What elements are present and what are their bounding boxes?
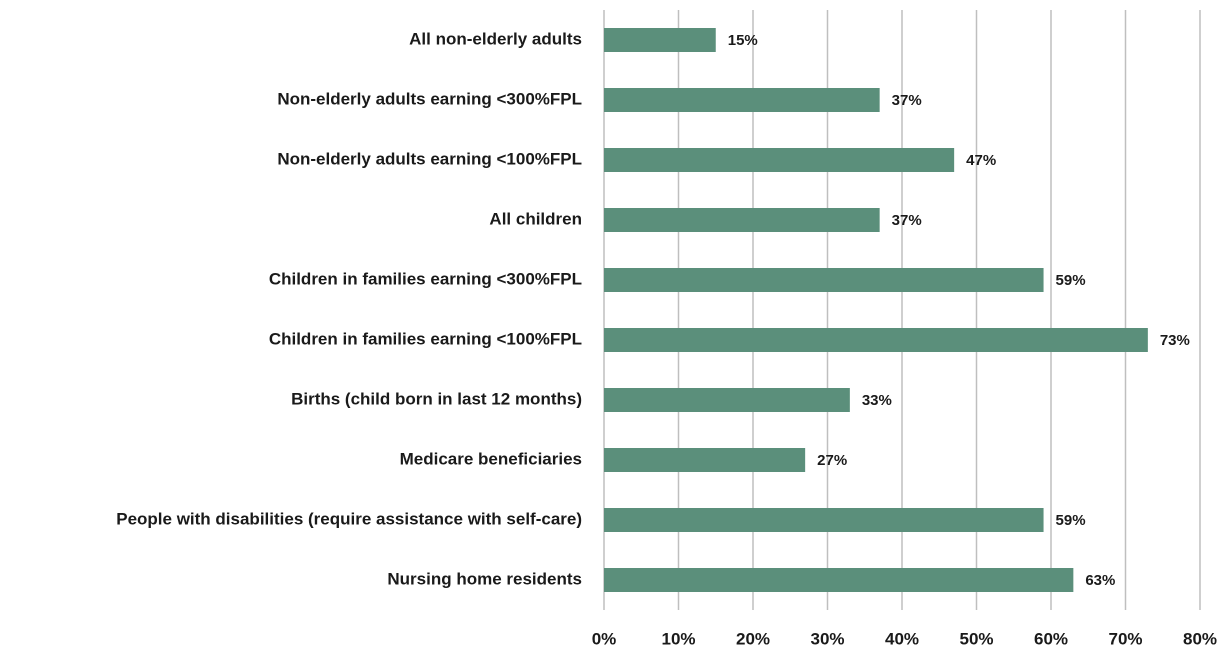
- x-tick-label: 20%: [736, 629, 770, 648]
- bar: [604, 448, 806, 472]
- bar: [604, 568, 1074, 592]
- value-label: 59%: [1056, 512, 1086, 529]
- x-tick-label: 70%: [1108, 629, 1142, 648]
- bar: [604, 508, 1044, 532]
- x-tick-label: 30%: [810, 629, 844, 648]
- x-tick-label: 50%: [959, 629, 993, 648]
- value-label: 59%: [1056, 272, 1086, 289]
- bar: [604, 148, 955, 172]
- bar: [604, 88, 880, 112]
- x-tick-label: 60%: [1034, 629, 1068, 648]
- y-tick-label: Children in families earning <100%FPL: [269, 329, 582, 348]
- value-label: 37%: [892, 212, 922, 229]
- y-tick-label: Births (child born in last 12 months): [291, 389, 582, 408]
- value-label: 63%: [1085, 572, 1115, 589]
- y-tick-label: Children in families earning <300%FPL: [269, 269, 582, 288]
- y-tick-label: Non-elderly adults earning <300%FPL: [277, 89, 582, 108]
- y-tick-label: Medicare beneficiaries: [400, 449, 582, 468]
- y-tick-label: All children: [489, 209, 582, 228]
- bar: [604, 328, 1148, 352]
- bar: [604, 388, 850, 412]
- x-tick-label: 10%: [661, 629, 695, 648]
- y-tick-label: People with disabilities (require assist…: [116, 509, 582, 528]
- x-tick-label: 40%: [885, 629, 919, 648]
- value-label: 47%: [966, 152, 996, 169]
- value-label: 15%: [728, 32, 758, 49]
- bar: [604, 208, 880, 232]
- y-tick-label: Non-elderly adults earning <100%FPL: [277, 149, 582, 168]
- x-tick-label: 80%: [1183, 629, 1217, 648]
- value-label: 27%: [817, 452, 847, 469]
- y-tick-label: All non-elderly adults: [409, 29, 582, 48]
- bar: [604, 28, 716, 52]
- y-tick-label: Nursing home residents: [387, 569, 582, 588]
- value-label: 73%: [1160, 332, 1190, 349]
- value-label: 37%: [892, 92, 922, 109]
- value-label: 33%: [862, 392, 892, 409]
- x-tick-label: 0%: [592, 629, 617, 648]
- bar: [604, 268, 1044, 292]
